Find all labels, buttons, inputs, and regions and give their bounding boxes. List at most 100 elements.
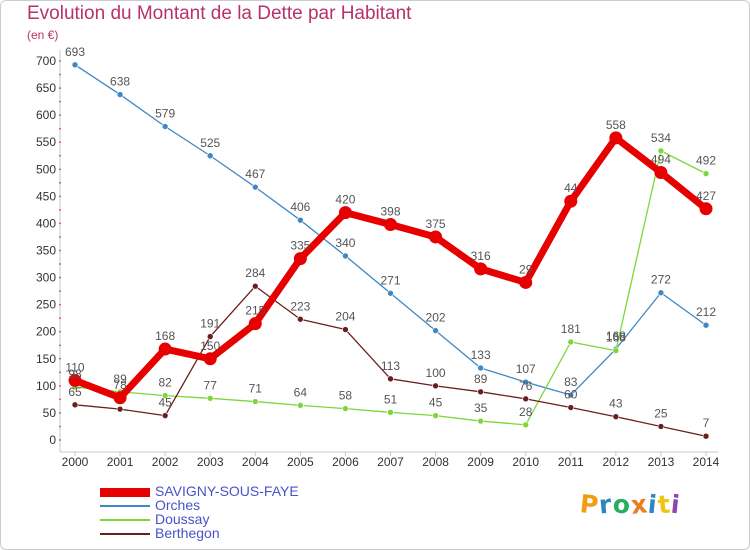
legend-swatch [100, 519, 150, 521]
y-axis-dot [59, 384, 61, 387]
data-label-orches: 133 [471, 348, 491, 362]
data-point-berthegon [342, 326, 349, 333]
y-axis-dot [59, 330, 61, 333]
data-label-berthegon: 65 [68, 385, 82, 399]
data-label-berthegon: 76 [519, 379, 533, 393]
legend-label: Orches [155, 497, 201, 513]
data-point-doussay [297, 402, 304, 409]
y-axis-dot [59, 412, 61, 414]
y-axis-dot [59, 60, 61, 62]
data-label-orches: 467 [245, 167, 265, 181]
proxiti-logo: Proxiti [579, 489, 682, 520]
y-axis-unit: (en €) [27, 28, 59, 42]
data-point-doussay [206, 395, 214, 402]
data-label-berthegon: 204 [335, 310, 355, 324]
data-label-doussay: 534 [651, 131, 671, 145]
data-point-berthegon [702, 432, 710, 440]
data-point-doussay [657, 147, 665, 155]
data-point-doussay [342, 405, 349, 412]
y-tick-label: 0 [49, 433, 56, 447]
y-tick-label: 700 [36, 54, 56, 68]
data-label-savigny-sous-faye: 168 [155, 329, 175, 343]
data-label-doussay: 35 [474, 401, 488, 415]
legend-label: Doussay [155, 511, 210, 527]
data-label-doussay: 82 [158, 376, 172, 390]
data-point-berthegon [432, 382, 439, 390]
data-label-orches: 202 [426, 311, 446, 325]
y-tick-label: 400 [36, 216, 56, 230]
data-point-savigny-sous-faye [113, 391, 127, 405]
data-point-berthegon [657, 423, 665, 430]
data-point-orches [161, 123, 169, 130]
data-point-savigny-sous-faye [248, 317, 262, 331]
data-point-orches [297, 216, 304, 224]
y-tick-label: 150 [36, 352, 56, 366]
data-point-berthegon [612, 413, 620, 421]
data-point-savigny-sous-faye [699, 202, 713, 216]
data-label-berthegon: 45 [158, 396, 172, 410]
y-tick-label: 450 [36, 189, 56, 203]
data-point-savigny-sous-faye [519, 275, 533, 289]
y-tick-label: 650 [36, 81, 56, 95]
y-axis-dot [59, 303, 61, 306]
data-point-berthegon [522, 395, 530, 403]
data-label-savigny-sous-faye: 420 [335, 193, 355, 207]
data-label-savigny-sous-faye: 494 [651, 153, 671, 167]
data-point-doussay [161, 392, 169, 399]
data-label-berthegon: 113 [381, 359, 400, 373]
data-point-berthegon [297, 315, 304, 323]
data-label-doussay: 98 [68, 367, 82, 381]
data-point-berthegon [251, 282, 259, 290]
data-point-doussay [387, 409, 394, 416]
y-axis-dot [59, 208, 61, 211]
x-tick-label: 2000 [62, 455, 89, 469]
data-point-savigny-sous-faye [564, 194, 578, 208]
data-point-savigny-sous-faye [384, 218, 397, 232]
data-label-doussay: 45 [429, 396, 443, 410]
y-axis-dot [59, 87, 61, 89]
data-label-doussay: 28 [519, 405, 533, 419]
data-label-savigny-sous-faye: 398 [380, 205, 400, 219]
y-axis-dot [59, 114, 61, 117]
data-point-orches [342, 252, 349, 260]
data-label-savigny-sous-faye: 427 [696, 189, 716, 203]
data-point-savigny-sous-faye [654, 166, 668, 180]
data-label-savigny-sous-faye: 335 [290, 239, 310, 253]
data-point-savigny-sous-faye [338, 206, 352, 220]
data-point-orches [71, 61, 79, 69]
data-label-savigny-sous-faye: 78 [113, 378, 127, 392]
data-point-berthegon [477, 388, 484, 396]
data-point-berthegon [71, 401, 79, 409]
y-tick-label: 600 [36, 108, 56, 122]
data-point-berthegon [567, 404, 575, 411]
data-label-doussay: 492 [696, 154, 716, 168]
data-label-berthegon: 25 [654, 406, 668, 420]
data-label-berthegon: 191 [200, 317, 220, 331]
data-label-doussay: 181 [561, 322, 581, 336]
y-tick-label: 200 [36, 325, 56, 339]
y-axis-dot [59, 236, 61, 238]
data-point-doussay [251, 398, 259, 405]
y-axis-dot [59, 398, 61, 401]
y-axis-dot [59, 195, 61, 198]
data-label-doussay: 51 [384, 392, 398, 406]
data-label-orches: 525 [200, 136, 220, 150]
data-point-doussay [432, 412, 439, 419]
data-label-orches: 579 [155, 107, 175, 121]
data-point-savigny-sous-faye [609, 131, 623, 145]
y-axis-dot [59, 344, 61, 347]
data-point-orches [657, 289, 665, 297]
data-point-berthegon [387, 375, 394, 383]
data-label-orches: 638 [110, 75, 130, 89]
data-label-savigny-sous-faye: 110 [65, 360, 84, 374]
data-point-savigny-sous-faye [293, 252, 307, 266]
data-label-doussay: 89 [113, 372, 127, 386]
legend-label: SAVIGNY-SOUS-FAYE [155, 483, 299, 499]
data-point-berthegon [161, 412, 169, 419]
legend-label: Berthegon [155, 525, 220, 541]
data-label-savigny-sous-faye: 558 [606, 118, 626, 132]
data-label-orches: 168 [606, 329, 626, 343]
data-point-berthegon [206, 333, 214, 340]
y-axis-dot [59, 141, 61, 144]
y-axis-dot [59, 249, 61, 252]
